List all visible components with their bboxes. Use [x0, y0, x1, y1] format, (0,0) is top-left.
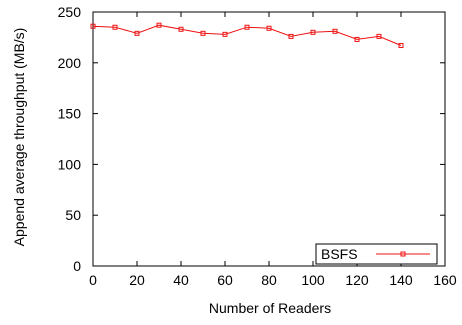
x-tick-label: 160 — [433, 272, 457, 288]
x-tick-label: 0 — [89, 272, 97, 288]
data-point — [398, 43, 404, 49]
data-point — [156, 22, 162, 28]
x-tick-label: 140 — [389, 272, 413, 288]
y-tick-label: 250 — [58, 4, 82, 20]
y-tick-label: 50 — [65, 207, 81, 223]
data-point — [200, 30, 206, 36]
data-point — [288, 33, 294, 39]
y-tick-label: 100 — [58, 156, 82, 172]
y-tick-label: 150 — [58, 106, 82, 122]
data-point — [178, 26, 184, 32]
plot-frame — [92, 11, 446, 267]
y-tick-label: 0 — [73, 258, 81, 274]
y-tick-label: 200 — [58, 55, 82, 71]
x-tick-label: 120 — [345, 272, 369, 288]
x-tick-label: 60 — [217, 272, 233, 288]
x-tick-label: 100 — [301, 272, 325, 288]
x-tick-label: 20 — [129, 272, 145, 288]
tick-labels: 0 20 40 60 80 100 120 140 160 0 50 100 150 200 250 — [58, 4, 457, 288]
x-tick-label: 40 — [173, 272, 189, 288]
data-point — [376, 33, 382, 39]
data-point — [112, 24, 118, 30]
legend-marker-swatch — [400, 251, 406, 257]
data-point — [222, 31, 228, 37]
x-axis-label: Number of Readers — [209, 300, 331, 316]
series-line-bsfs — [92, 24, 402, 46]
legend-label: BSFS — [321, 246, 358, 262]
data-point — [310, 29, 316, 35]
data-point — [134, 30, 140, 36]
series-layer — [90, 22, 404, 49]
tick-marks — [92, 11, 446, 267]
axes — [92, 11, 446, 267]
data-point — [244, 24, 250, 30]
data-point — [90, 23, 96, 29]
data-point — [354, 36, 360, 42]
data-point — [332, 28, 338, 34]
x-tick-label: 80 — [261, 272, 277, 288]
data-point — [266, 25, 272, 31]
legend: BSFS — [315, 243, 438, 265]
y-axis-label: Append average throughput (MB/s) — [11, 28, 27, 247]
